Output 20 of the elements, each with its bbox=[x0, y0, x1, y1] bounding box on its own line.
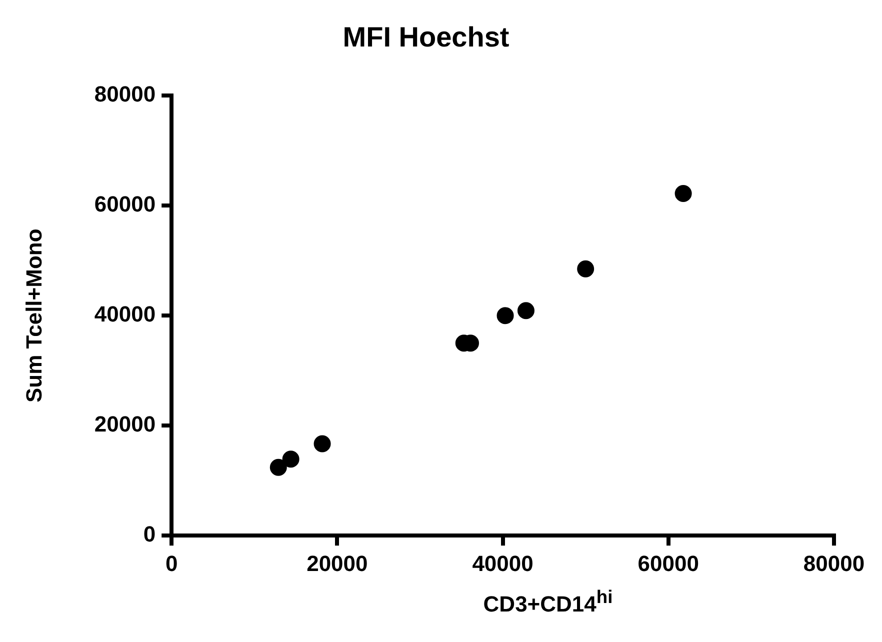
y-tick-label: 0 bbox=[143, 522, 156, 547]
x-tick-label: 20000 bbox=[306, 550, 368, 576]
x-tick-label: 0 bbox=[165, 550, 178, 576]
point bbox=[577, 260, 594, 278]
x-tick-label: 80000 bbox=[803, 550, 865, 576]
x-axis-title: CD3+CD14$^{hi}$ bbox=[482, 586, 614, 618]
x-tick-label: 40000 bbox=[472, 550, 534, 576]
y-tick-label: 60000 bbox=[94, 192, 156, 217]
y-axis-title: Sum Tcell+Mono bbox=[21, 228, 46, 402]
point bbox=[496, 307, 514, 324]
point bbox=[517, 302, 534, 320]
point bbox=[674, 185, 692, 202]
chart-title: MFI Hoechst bbox=[342, 22, 510, 53]
y-tick-label: 40000 bbox=[94, 302, 156, 327]
x-tick-label: 60000 bbox=[638, 550, 699, 576]
point bbox=[270, 458, 287, 476]
point bbox=[282, 450, 300, 468]
y-tick-label: 80000 bbox=[94, 82, 156, 107]
point bbox=[314, 435, 331, 452]
y-tick-label: 20000 bbox=[94, 412, 156, 437]
